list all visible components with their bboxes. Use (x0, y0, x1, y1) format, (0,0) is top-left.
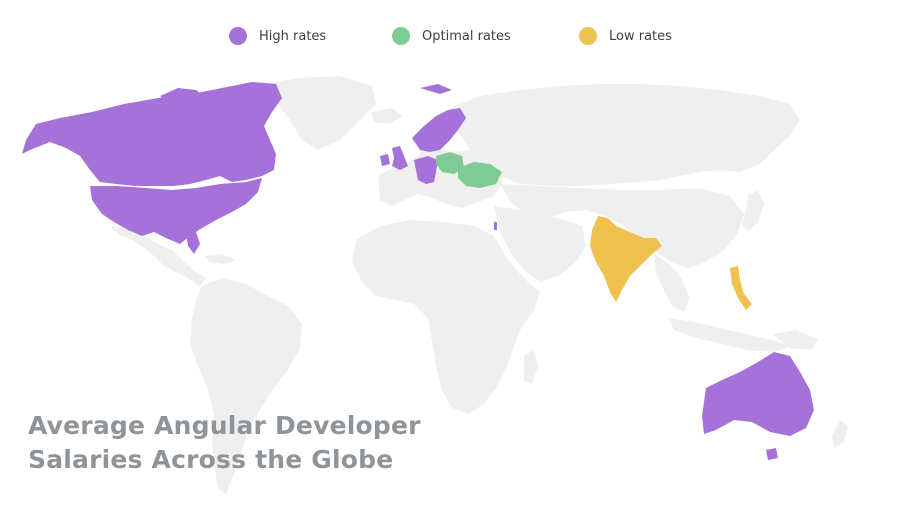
country-usa (90, 178, 262, 244)
legend-item-optimal-rates: Optimal rates (392, 22, 511, 50)
land-new-zealand (832, 420, 848, 448)
land-russia-north-asia (450, 84, 800, 186)
legend-low-rates-label: Low rates (609, 28, 672, 44)
land-middle-east (494, 206, 586, 282)
country-australia (702, 352, 814, 436)
country-ukraine (458, 162, 502, 188)
land-japan (742, 190, 764, 232)
optimal-rates-countries (436, 152, 502, 188)
land-madagascar (524, 350, 538, 384)
map-title-line-2: Salaries Across the Globe (28, 445, 394, 474)
legend-item-high-rates: High rates (229, 22, 326, 50)
high-rates-countries (22, 82, 814, 460)
country-israel (494, 222, 497, 230)
land-papua-new-guinea (772, 330, 818, 350)
country-india (590, 216, 662, 302)
country-germany-netherlands-switzerland (414, 156, 438, 184)
land-southeast-asia (654, 254, 690, 312)
legend-optimal-rates-marker (392, 27, 410, 45)
legend-high-rates-marker (229, 27, 247, 45)
legend-low-rates-marker (579, 27, 597, 45)
legend-high-rates-label: High rates (259, 28, 327, 44)
land-south-america (190, 278, 302, 494)
country-australia-tasmania (766, 448, 778, 460)
country-poland (436, 152, 464, 174)
land-iceland (372, 108, 402, 124)
map-title-line-1: Average Angular Developer (28, 411, 421, 440)
country-canada-arctic-islands (160, 88, 206, 104)
country-scandinavia (412, 108, 466, 152)
land-caribbean (204, 254, 236, 264)
map-legend: High rates Optimal rates Low rates (0, 22, 900, 50)
legend-optimal-rates-label: Optimal rates (422, 28, 511, 44)
land-mexico-central-america (110, 226, 206, 286)
land-indonesia (668, 318, 792, 352)
country-usa-florida (186, 232, 200, 254)
country-uk (392, 146, 408, 170)
land-africa (352, 220, 540, 414)
land-central-east-asia (500, 184, 744, 268)
legend-item-low-rates: Low rates (579, 22, 672, 50)
country-canada (22, 82, 282, 186)
country-philippines (730, 266, 752, 310)
map-title: Average Angular Developer Salaries Acros… (28, 409, 421, 477)
country-ireland (380, 154, 390, 166)
land-greenland (262, 76, 376, 150)
country-norway-north (420, 84, 452, 94)
low-rates-countries (590, 216, 752, 310)
